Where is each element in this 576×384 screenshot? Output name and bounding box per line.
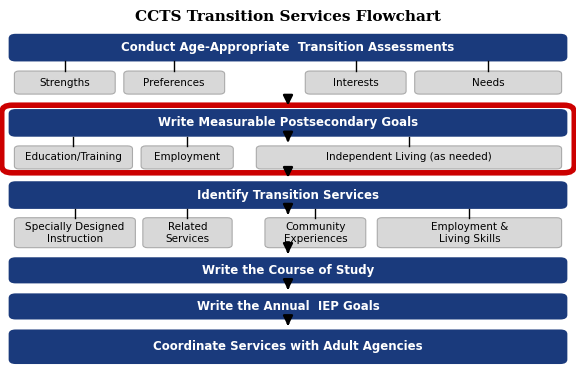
Text: Employment &
Living Skills: Employment & Living Skills bbox=[431, 222, 508, 244]
Text: Education/Training: Education/Training bbox=[25, 152, 122, 162]
FancyBboxPatch shape bbox=[14, 218, 135, 248]
Text: Write the Annual  IEP Goals: Write the Annual IEP Goals bbox=[196, 300, 380, 313]
Text: Write the Course of Study: Write the Course of Study bbox=[202, 264, 374, 277]
Text: Conduct Age-Appropriate  Transition Assessments: Conduct Age-Appropriate Transition Asses… bbox=[122, 41, 454, 54]
Text: Specially Designed
Instruction: Specially Designed Instruction bbox=[25, 222, 124, 244]
FancyBboxPatch shape bbox=[305, 71, 406, 94]
FancyBboxPatch shape bbox=[415, 71, 562, 94]
FancyBboxPatch shape bbox=[124, 71, 225, 94]
Text: Related
Services: Related Services bbox=[165, 222, 210, 244]
Text: Community
Experiences: Community Experiences bbox=[283, 222, 347, 244]
Text: Interests: Interests bbox=[333, 78, 378, 88]
FancyBboxPatch shape bbox=[9, 181, 567, 209]
FancyBboxPatch shape bbox=[256, 146, 562, 169]
Text: CCTS Transition Services Flowchart: CCTS Transition Services Flowchart bbox=[135, 10, 441, 24]
FancyBboxPatch shape bbox=[9, 257, 567, 283]
FancyBboxPatch shape bbox=[377, 218, 562, 248]
Text: Employment: Employment bbox=[154, 152, 220, 162]
Text: Strengths: Strengths bbox=[39, 78, 90, 88]
Text: Independent Living (as needed): Independent Living (as needed) bbox=[326, 152, 492, 162]
FancyBboxPatch shape bbox=[265, 218, 366, 248]
Text: Needs: Needs bbox=[472, 78, 505, 88]
FancyBboxPatch shape bbox=[143, 218, 232, 248]
Text: Preferences: Preferences bbox=[143, 78, 205, 88]
FancyBboxPatch shape bbox=[14, 146, 132, 169]
Text: Coordinate Services with Adult Agencies: Coordinate Services with Adult Agencies bbox=[153, 340, 423, 353]
FancyBboxPatch shape bbox=[14, 71, 115, 94]
Text: Write Measurable Postsecondary Goals: Write Measurable Postsecondary Goals bbox=[158, 116, 418, 129]
FancyBboxPatch shape bbox=[141, 146, 233, 169]
FancyBboxPatch shape bbox=[9, 34, 567, 61]
Text: Identify Transition Services: Identify Transition Services bbox=[197, 189, 379, 202]
FancyBboxPatch shape bbox=[9, 293, 567, 319]
FancyBboxPatch shape bbox=[9, 109, 567, 137]
FancyBboxPatch shape bbox=[9, 329, 567, 364]
